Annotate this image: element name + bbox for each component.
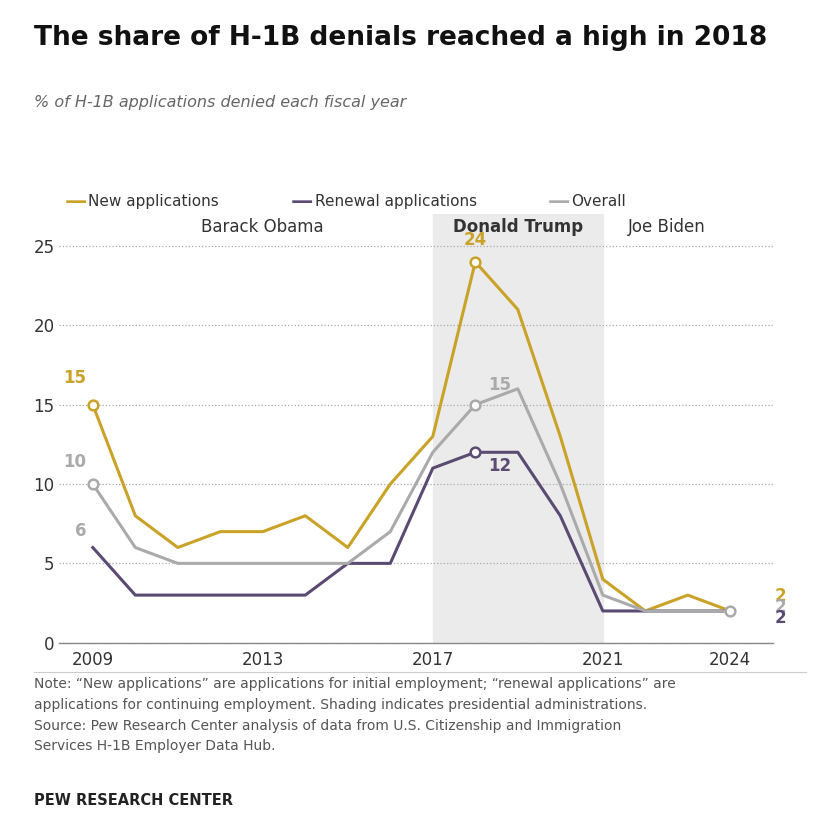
Text: New applications: New applications — [88, 194, 219, 209]
Text: Donald Trump: Donald Trump — [453, 218, 583, 236]
Text: % of H-1B applications denied each fiscal year: % of H-1B applications denied each fisca… — [34, 95, 406, 110]
Text: 15: 15 — [64, 369, 87, 387]
Text: 10: 10 — [64, 453, 87, 471]
Text: The share of H-1B denials reached a high in 2018: The share of H-1B denials reached a high… — [34, 25, 767, 51]
Text: 2: 2 — [774, 598, 786, 616]
Text: 6: 6 — [75, 522, 87, 540]
Text: 2: 2 — [774, 588, 786, 606]
Text: 12: 12 — [488, 457, 512, 475]
Text: 15: 15 — [488, 376, 511, 394]
Text: —: — — [291, 192, 313, 212]
Text: PEW RESEARCH CENTER: PEW RESEARCH CENTER — [34, 793, 233, 808]
Text: Overall: Overall — [571, 194, 626, 209]
Text: Barack Obama: Barack Obama — [202, 218, 324, 236]
Text: —: — — [548, 192, 570, 212]
Text: —: — — [65, 192, 87, 212]
Text: Renewal applications: Renewal applications — [315, 194, 477, 209]
Text: Joe Biden: Joe Biden — [627, 218, 706, 236]
Bar — [433, 214, 603, 643]
Text: 2: 2 — [774, 610, 786, 628]
Text: 24: 24 — [464, 232, 487, 249]
Text: Note: “New applications” are applications for initial employment; “renewal appli: Note: “New applications” are application… — [34, 677, 675, 753]
